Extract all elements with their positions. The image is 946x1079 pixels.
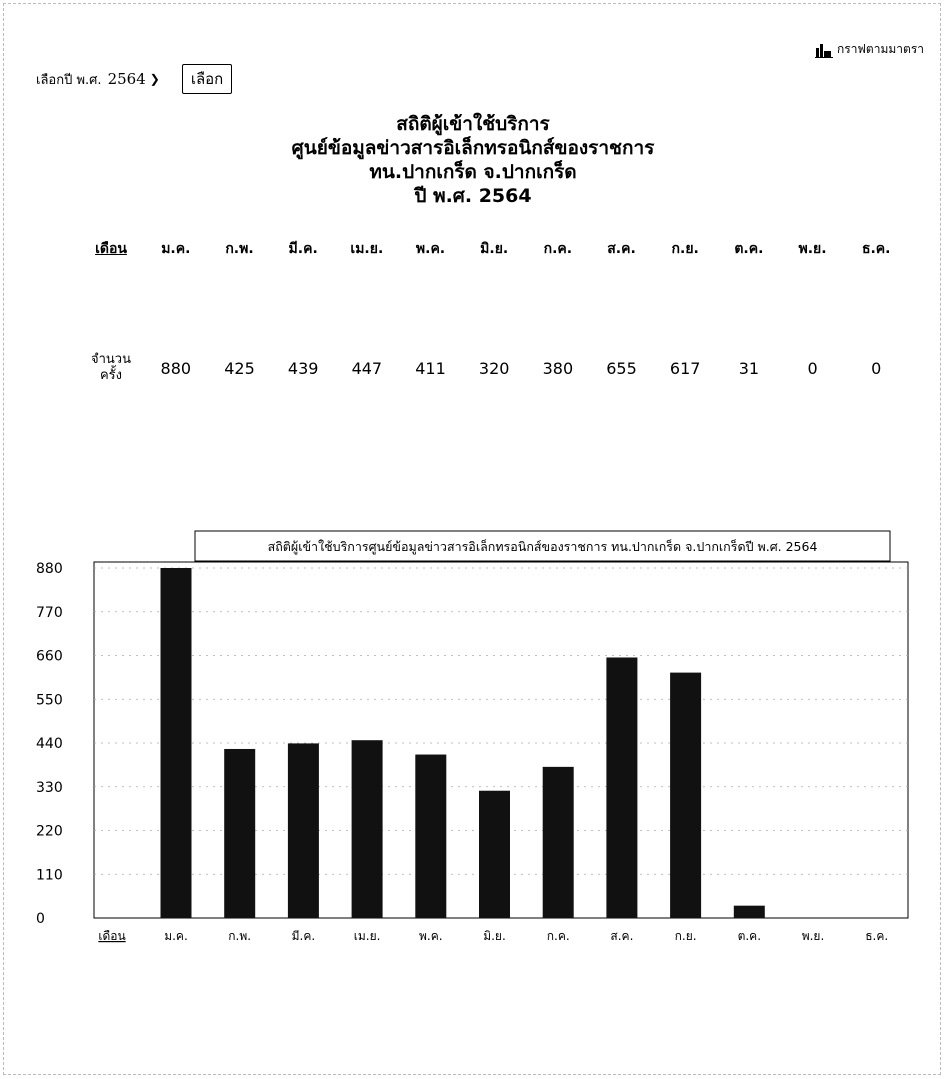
bar <box>670 672 702 918</box>
bar <box>287 743 319 918</box>
count-cell: 411 <box>415 358 446 378</box>
count-cell: 0 <box>807 358 818 378</box>
bar <box>479 790 510 918</box>
year-picker: เลือกปี พ.ศ. 2564 ❯ เลือก <box>36 64 233 94</box>
x-axis-label: เดือน <box>98 929 125 943</box>
count-header-line2: ครั้ง <box>99 368 122 383</box>
y-tick-label: 770 <box>36 605 63 621</box>
bar <box>542 766 574 918</box>
stats-table: เดือน ม.ค. ก.พ. มี.ค. เม.ย. พ.ค. มิ.ย. ก.ค. ส.ค… <box>78 238 908 384</box>
count-header-line1: จำนวน <box>90 352 131 367</box>
y-tick-label: 220 <box>36 824 63 840</box>
y-tick-label: 0 <box>36 911 45 927</box>
count-header: จำนวน ครั้ง <box>78 352 144 384</box>
month-cell: ก.ค. <box>543 241 573 257</box>
count-row: จำนวน ครั้ง 880 425 439 447 411 320 380 655 617 3… <box>78 352 908 384</box>
count-cell: 320 <box>478 358 510 378</box>
month-cell: ก.ย. <box>671 241 699 257</box>
bar-chart: 0 110 220 330 440 550 660 770 880 ม.ค. ก.พ. มี.ค. เม… <box>36 530 909 943</box>
count-cell: 880 <box>160 358 192 378</box>
bar <box>224 748 256 918</box>
chart-by-section-link[interactable]: กราฟตามมาตรา <box>814 40 924 59</box>
chevron-down-icon: ❯ <box>149 72 160 86</box>
x-tick-label: ก.พ. <box>228 929 251 943</box>
x-tick-label: ต.ค. <box>738 929 761 943</box>
page-frame <box>3 3 941 1075</box>
x-tick-label: มิ.ย. <box>483 929 506 943</box>
month-cell: ส.ค. <box>607 241 636 257</box>
x-tick-label: ม.ค. <box>164 929 188 943</box>
bar-chart-icon <box>814 43 833 58</box>
year-select[interactable]: 2564 ❯ <box>108 70 160 88</box>
count-cell: 655 <box>606 358 637 378</box>
x-tick-label: ธ.ค. <box>865 929 888 943</box>
bar <box>606 657 638 918</box>
y-tick-label: 110 <box>36 867 63 883</box>
x-tick-label: ก.ค. <box>547 929 570 943</box>
month-header: เดือน <box>95 241 127 257</box>
x-tick-label: มี.ค. <box>292 929 316 943</box>
select-year-button[interactable]: เลือก <box>181 64 233 94</box>
month-cell: มิ.ย. <box>480 241 509 257</box>
x-tick-label: พ.ย. <box>802 929 825 943</box>
y-tick-label: 550 <box>36 692 63 708</box>
x-tick-label: ก.ย. <box>675 929 697 943</box>
title-line-3: ทน.ปากเกร็ด จ.ปากเกร็ด <box>369 161 577 183</box>
month-cell: มี.ค. <box>288 241 318 257</box>
count-cell: 425 <box>224 358 255 378</box>
chart-title: สถิติผู้เข้าใช้บริการศูนย์ข้อมูลข่าวสารอ… <box>268 539 818 555</box>
month-cell: ก.พ. <box>225 241 254 257</box>
count-cell: 439 <box>287 358 319 378</box>
month-cell: พ.ย. <box>798 241 827 257</box>
count-cell: 447 <box>351 358 383 378</box>
month-cell: ธ.ค. <box>861 241 891 257</box>
x-tick-label: พ.ค. <box>419 929 443 943</box>
bar <box>733 905 765 918</box>
count-cell: 617 <box>669 358 701 378</box>
count-cell: 31 <box>738 358 760 378</box>
chart-title-box <box>194 530 891 562</box>
count-cell: 0 <box>871 358 882 378</box>
count-cell: 380 <box>542 358 574 378</box>
title-line-1: สถิติผู้เข้าใช้บริการ <box>396 113 550 135</box>
y-tick-label: 440 <box>36 736 63 752</box>
title-line-2: ศูนย์ข้อมูลข่าวสารอิเล็กทรอนิกส์ของราชกา… <box>291 137 655 159</box>
chart-by-section-label: กราฟตามมาตรา <box>836 42 924 56</box>
y-tick-label: 880 <box>36 561 63 577</box>
y-tick-label: 660 <box>36 649 63 665</box>
page-title: สถิติผู้เข้าใช้บริการ ศูนย์ข้อมูลข่าวสาร… <box>0 112 946 208</box>
x-tick-label: เม.ย. <box>354 929 381 943</box>
month-cell: ม.ค. <box>161 241 191 257</box>
bar <box>160 568 192 918</box>
month-cell: เม.ย. <box>350 241 384 257</box>
year-label: เลือกปี พ.ศ. <box>36 72 102 88</box>
y-tick-label: 330 <box>36 780 63 796</box>
month-cell: ต.ค. <box>734 241 764 257</box>
bar <box>351 740 383 918</box>
x-tick-label: ส.ค. <box>610 929 633 943</box>
bar <box>415 754 447 918</box>
month-header-row: เดือน ม.ค. ก.พ. มี.ค. เม.ย. พ.ค. มิ.ย. ก.ค. ส.ค… <box>78 238 908 260</box>
title-line-4: ปี พ.ศ. 2564 <box>414 185 532 207</box>
month-cell: พ.ค. <box>415 241 446 257</box>
year-select-value: 2564 <box>107 70 146 88</box>
